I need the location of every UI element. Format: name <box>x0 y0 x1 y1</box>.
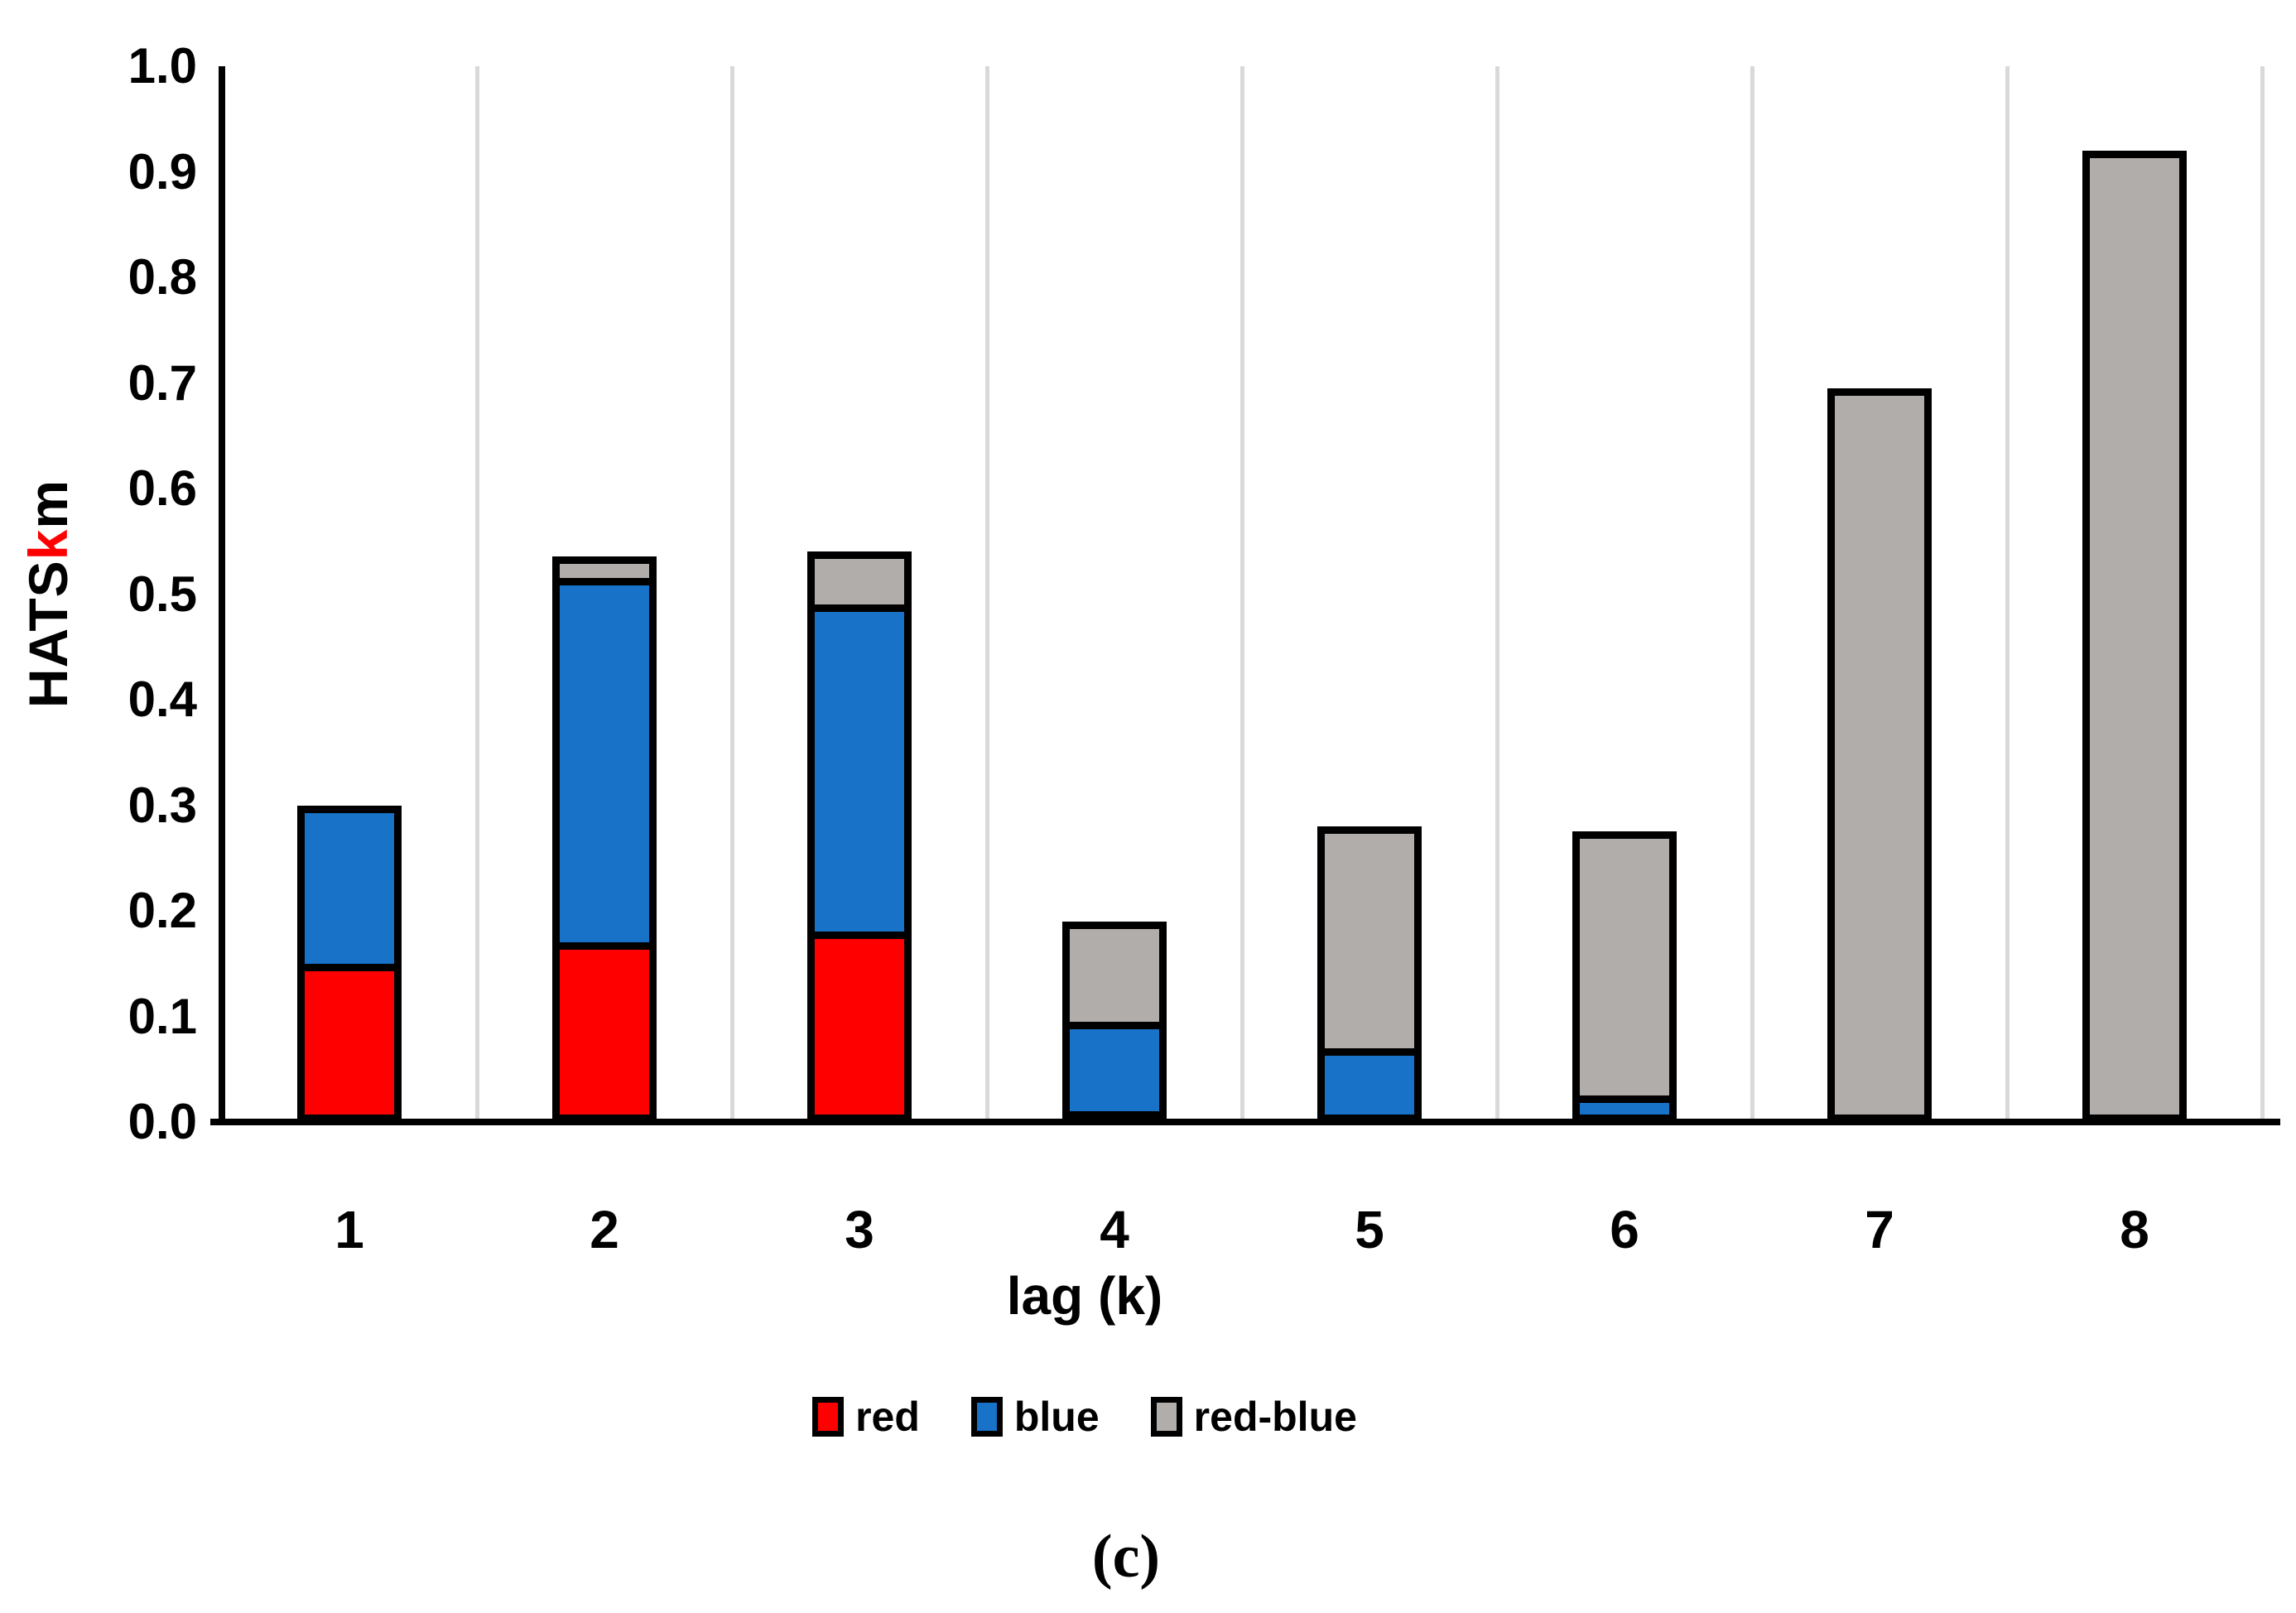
bar-segment-red <box>552 942 657 1122</box>
y-axis-line <box>219 66 225 1125</box>
y-tick-label: 0.2 <box>128 883 197 938</box>
legend-label: red <box>855 1394 920 1440</box>
category-gridline <box>985 66 989 1119</box>
y-axis-title-part-k: k <box>17 528 79 561</box>
bar-segment-red-blue <box>1317 826 1422 1056</box>
legend-label: red-blue <box>1193 1394 1357 1440</box>
y-tick-label: 0.0 <box>128 1094 197 1149</box>
x-tick-label: 1 <box>335 1200 364 1259</box>
y-tick-label: 0.1 <box>128 988 197 1044</box>
bar-segment-red-blue <box>1827 388 1932 1122</box>
x-tick-label: 4 <box>1100 1200 1129 1259</box>
legend-swatch-blue <box>970 1397 1003 1437</box>
category-gridline <box>1240 66 1244 1119</box>
bar-lag-1 <box>297 66 402 1122</box>
y-tick-label: 0.8 <box>128 249 197 305</box>
legend-item-red-blue: red-blue <box>1150 1393 1357 1441</box>
plot-area <box>210 66 2280 1125</box>
bar-segment-red-blue <box>1572 831 1677 1103</box>
x-tick-label: 2 <box>590 1200 619 1259</box>
bar-lag-7 <box>1827 66 1932 1122</box>
bar-segment-blue <box>1062 1022 1167 1119</box>
bar-segment-blue <box>297 806 402 971</box>
bar-segment-blue <box>552 578 657 950</box>
y-tick-label: 0.3 <box>128 777 197 833</box>
legend-label: blue <box>1013 1394 1100 1440</box>
bar-lag-2 <box>552 66 657 1122</box>
bar-segment-red <box>297 964 402 1122</box>
figure-caption: (c) <box>1091 1523 1161 1591</box>
category-gridline <box>2260 66 2265 1119</box>
legend-item-blue: blue <box>970 1393 1100 1441</box>
y-tick-label: 0.6 <box>128 460 197 516</box>
bar-segment-blue <box>1317 1048 1422 1122</box>
category-gridline <box>2005 66 2010 1119</box>
x-tick-label: 3 <box>845 1200 874 1259</box>
bar-segment-blue <box>807 604 912 939</box>
category-gridline <box>1750 66 1754 1119</box>
bar-segment-red-blue <box>1062 922 1167 1029</box>
bar-lag-5 <box>1317 66 1422 1122</box>
bar-lag-8 <box>2082 66 2187 1122</box>
legend-swatch-red <box>812 1397 845 1437</box>
bar-lag-4 <box>1062 66 1167 1122</box>
bar-segment-red-blue <box>2082 151 2187 1122</box>
x-tick-label: 7 <box>1865 1200 1894 1259</box>
legend-swatch-red-blue <box>1150 1397 1182 1437</box>
legend: red blue red-blue <box>588 1393 1581 1441</box>
bar-lag-3 <box>807 66 912 1122</box>
x-axis-line <box>210 1119 2280 1125</box>
bar-segment-red-blue <box>552 556 657 585</box>
x-tick-label: 5 <box>1355 1200 1384 1259</box>
y-tick-label: 0.4 <box>128 672 197 727</box>
y-tick-label: 1.0 <box>128 38 197 94</box>
category-gridline <box>730 66 734 1119</box>
bar-lag-6 <box>1572 66 1677 1122</box>
legend-item-red: red <box>812 1393 920 1441</box>
x-tick-label: 8 <box>2120 1200 2149 1259</box>
x-tick-label: 6 <box>1610 1200 1639 1259</box>
x-axis-title: lag (k) <box>1006 1266 1163 1326</box>
bar-segment-red-blue <box>807 551 912 612</box>
category-gridline <box>1495 66 1499 1119</box>
y-tick-label: 0.7 <box>128 354 197 411</box>
category-gridline <box>475 66 479 1119</box>
y-tick-label: 0.9 <box>128 143 197 200</box>
y-tick-label: 0.5 <box>128 566 197 622</box>
bar-segment-red <box>807 932 912 1122</box>
